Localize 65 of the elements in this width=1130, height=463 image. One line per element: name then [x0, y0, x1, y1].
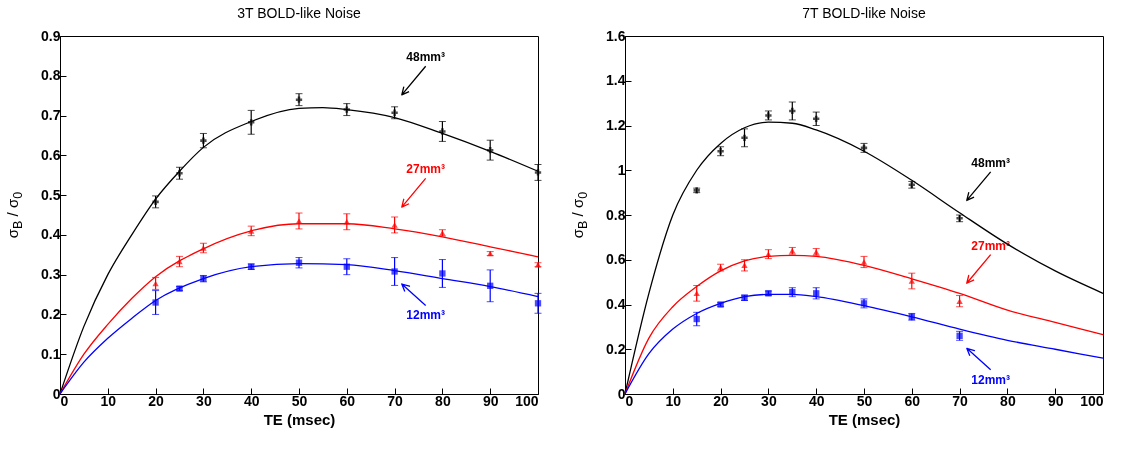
point	[860, 259, 868, 265]
x-tick-label: 20	[713, 392, 730, 409]
x-axis-title: TE (msec)	[828, 410, 901, 428]
point	[152, 280, 159, 287]
x-tick-label: 60	[904, 392, 921, 409]
point	[693, 290, 700, 297]
chart-title: 3T BOLD-like Noise	[237, 5, 361, 21]
x-tick-label: 90	[1047, 392, 1064, 409]
x-tick-label: 70	[387, 392, 404, 409]
y-tick-label: 1	[617, 161, 626, 178]
point	[534, 169, 542, 176]
y-tick-label: 0.2	[41, 305, 61, 322]
x-axis-title: TE (msec)	[263, 410, 336, 428]
y-tick-label: 0.3	[41, 266, 61, 283]
chart-title: 7T BOLD-like Noise	[802, 5, 926, 21]
point	[534, 300, 542, 307]
x-tick-label: 90	[482, 392, 499, 409]
text: 48mm³	[406, 50, 446, 65]
y-tick-label: 1.6	[606, 27, 626, 44]
point	[741, 134, 748, 141]
point	[391, 268, 398, 275]
y-tick-label: 0.8	[41, 67, 61, 84]
y-tick-label: 0.9	[41, 27, 61, 44]
x-tick-label: 100	[515, 392, 539, 409]
point	[200, 137, 207, 144]
x-tick-label: 40	[243, 392, 260, 409]
text: 27mm³	[971, 238, 1011, 253]
point	[439, 270, 446, 277]
x-tick-label: 10	[100, 392, 117, 409]
point	[152, 299, 159, 306]
point	[391, 109, 398, 116]
point	[908, 278, 915, 284]
x-tick-label: 80	[435, 392, 451, 409]
x-tick-label: 80	[1000, 392, 1016, 409]
point	[391, 222, 398, 228]
x-tick-label: 70	[952, 392, 969, 409]
point	[295, 96, 303, 103]
x-tick-label: 30	[196, 392, 212, 409]
point	[693, 315, 700, 323]
y-tick-label: 0.7	[41, 107, 61, 124]
y-tick-label: 0.2	[606, 340, 626, 357]
x-tick-label: 40	[808, 392, 825, 409]
x-tick-label: 50	[291, 392, 308, 409]
point	[439, 128, 446, 135]
legend-label: 12mm³	[971, 372, 1011, 387]
y-tick-label: 0.4	[41, 226, 61, 243]
y-tick-label: 0.5	[41, 186, 61, 203]
legend-label: 12mm³	[406, 308, 446, 323]
y-tick-label: 0.8	[606, 206, 626, 223]
y-tick-label: 1.4	[606, 72, 626, 89]
y-tick-label: 0.4	[606, 296, 626, 312]
y-tick-label: 0.1	[41, 345, 61, 362]
y-tick-label: 1.2	[606, 117, 626, 133]
x-tick-label: 10	[665, 392, 682, 409]
text: 27mm³	[406, 162, 446, 177]
point	[789, 107, 796, 115]
x-tick-label: 20	[148, 392, 165, 409]
x-tick-label: 30	[761, 392, 777, 409]
x-tick-label: 50	[856, 392, 873, 409]
text: 48mm³	[971, 155, 1011, 170]
y-tick-label: 0.6	[41, 146, 61, 163]
y-tick-label: 0.6	[606, 251, 626, 268]
point	[956, 298, 963, 304]
x-tick-label: 100	[1080, 392, 1104, 409]
x-tick-label: 60	[339, 392, 356, 409]
